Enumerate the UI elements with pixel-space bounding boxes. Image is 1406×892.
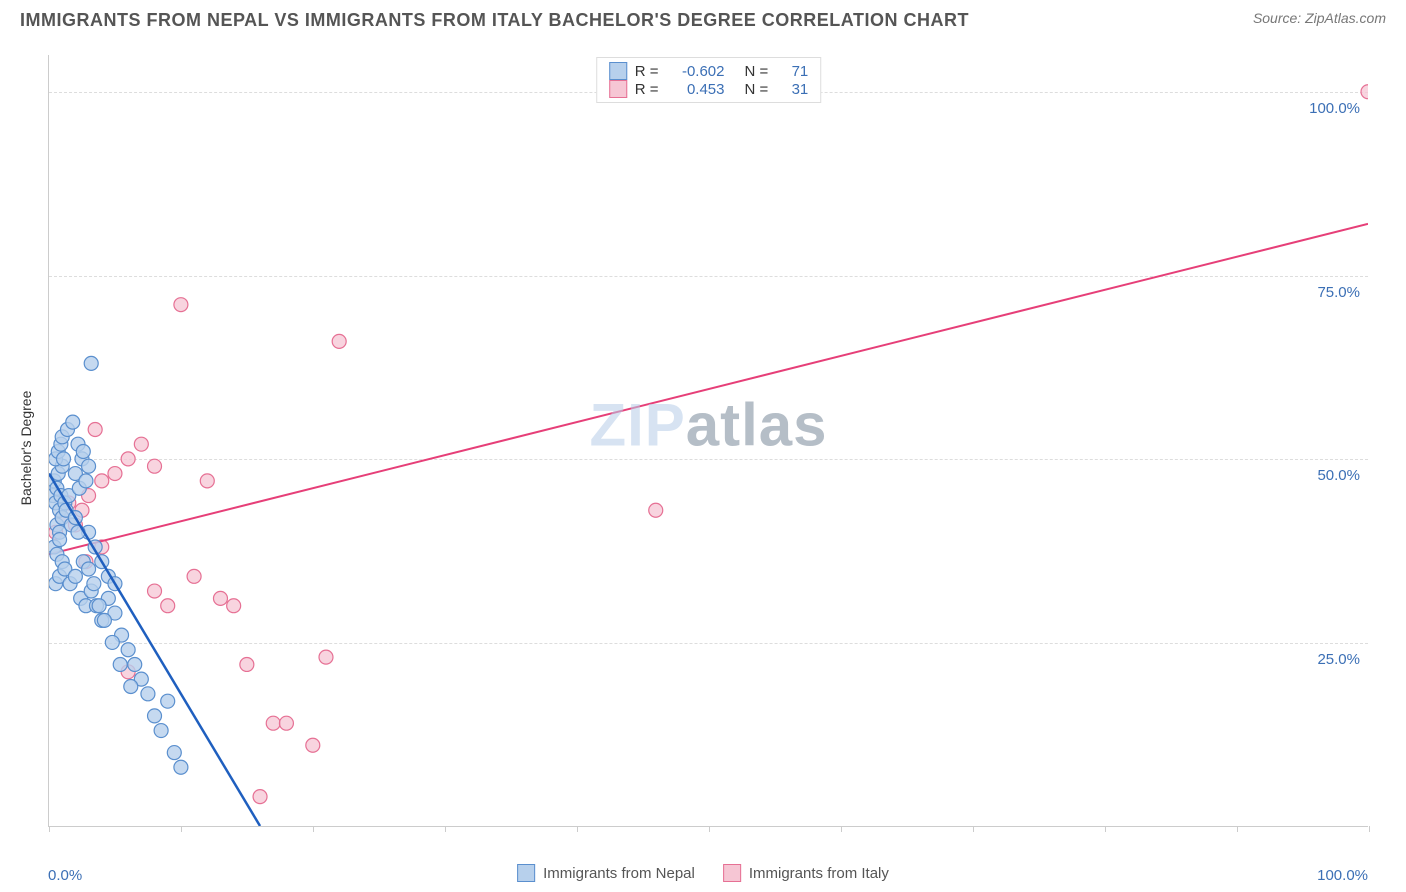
data-point — [161, 599, 175, 613]
data-point — [134, 437, 148, 451]
legend-row-nepal: R = -0.602 N = 71 — [609, 62, 809, 80]
data-point — [66, 415, 80, 429]
x-tick — [1105, 826, 1106, 832]
data-point — [266, 716, 280, 730]
data-point — [128, 657, 142, 671]
data-point — [253, 790, 267, 804]
data-point — [87, 577, 101, 591]
data-point — [121, 452, 135, 466]
source-attribution: Source: ZipAtlas.com — [1253, 10, 1386, 26]
data-point — [154, 724, 168, 738]
data-point — [141, 687, 155, 701]
data-point — [79, 474, 93, 488]
data-point — [279, 716, 293, 730]
data-point — [187, 569, 201, 583]
x-tick — [577, 826, 578, 832]
x-tick — [445, 826, 446, 832]
data-point — [200, 474, 214, 488]
x-tick — [709, 826, 710, 832]
data-point — [68, 569, 82, 583]
data-point — [88, 422, 102, 436]
y-axis-title: Bachelor's Degree — [18, 391, 34, 506]
data-point — [1361, 85, 1368, 99]
data-point — [649, 503, 663, 517]
data-point — [148, 584, 162, 598]
x-max-label: 100.0% — [1317, 867, 1368, 884]
trend-line — [49, 224, 1368, 554]
data-point — [174, 760, 188, 774]
x-tick — [313, 826, 314, 832]
chart-title: IMMIGRANTS FROM NEPAL VS IMMIGRANTS FROM… — [20, 10, 969, 31]
data-point — [95, 474, 109, 488]
data-point — [148, 709, 162, 723]
x-tick — [1369, 826, 1370, 832]
legend-row-italy: R = 0.453 N = 31 — [609, 80, 809, 98]
chart-plot-area: ZIPatlas R = -0.602 N = 71 R = 0.453 N =… — [48, 55, 1368, 827]
data-point — [108, 467, 122, 481]
series-legend: Immigrants from Nepal Immigrants from It… — [517, 864, 889, 882]
data-point — [82, 459, 96, 473]
data-point — [84, 356, 98, 370]
data-point — [174, 298, 188, 312]
data-point — [53, 533, 67, 547]
data-point — [121, 643, 135, 657]
trend-line — [49, 474, 260, 826]
data-point — [213, 591, 227, 605]
data-point — [332, 334, 346, 348]
data-point — [227, 599, 241, 613]
scatter-plot-svg — [49, 55, 1368, 826]
data-point — [167, 746, 181, 760]
data-point — [240, 657, 254, 671]
data-point — [113, 657, 127, 671]
x-tick — [49, 826, 50, 832]
data-point — [161, 694, 175, 708]
data-point — [76, 445, 90, 459]
legend-item-nepal: Immigrants from Nepal — [517, 864, 695, 882]
data-point — [92, 599, 106, 613]
x-tick — [841, 826, 842, 832]
legend-item-italy: Immigrants from Italy — [723, 864, 889, 882]
data-point — [148, 459, 162, 473]
data-point — [105, 635, 119, 649]
x-min-label: 0.0% — [48, 867, 82, 884]
swatch-italy-icon — [723, 864, 741, 882]
x-tick — [1237, 826, 1238, 832]
data-point — [306, 738, 320, 752]
swatch-nepal-icon — [517, 864, 535, 882]
data-point — [97, 613, 111, 627]
data-point — [57, 452, 71, 466]
x-tick — [181, 826, 182, 832]
swatch-nepal — [609, 62, 627, 80]
data-point — [319, 650, 333, 664]
data-point — [82, 562, 96, 576]
correlation-legend: R = -0.602 N = 71 R = 0.453 N = 31 — [596, 57, 822, 103]
data-point — [124, 679, 138, 693]
swatch-italy — [609, 80, 627, 98]
x-tick — [973, 826, 974, 832]
